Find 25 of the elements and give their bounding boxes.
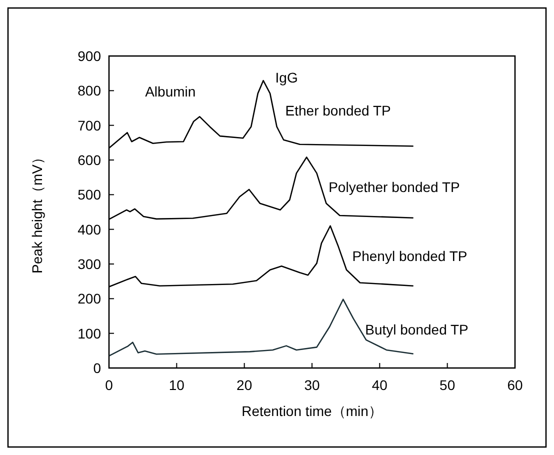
x-tick-label: 30	[304, 377, 320, 393]
series-label: Polyether bonded TP	[328, 179, 460, 196]
y-tick-label: 800	[78, 82, 102, 99]
x-tick-label: 0	[105, 377, 114, 393]
y-tick-label: 200	[78, 290, 102, 307]
x-tick-label: 10	[168, 377, 185, 393]
y-tick-label: 900	[78, 48, 102, 64]
annotation: Albumin	[145, 84, 196, 100]
series-label: Phenyl bonded TP	[352, 248, 468, 264]
x-tick-label: 40	[372, 377, 388, 393]
y-tick-label: 600	[78, 152, 102, 168]
y-tick-label: 500	[78, 186, 102, 203]
y-axis-title: Peak height（mV）	[29, 150, 45, 274]
y-tick-label: 300	[78, 256, 102, 272]
x-tick-label: 50	[440, 377, 456, 393]
y-tick-label: 0	[93, 360, 102, 376]
x-tick-label: 20	[236, 377, 252, 393]
y-tick-label: 700	[78, 117, 102, 134]
y-tick-label: 100	[78, 325, 102, 342]
series-label: Butyl bonded TP	[365, 321, 468, 338]
y-tick-label: 400	[78, 221, 102, 238]
x-tick-label: 60	[507, 377, 523, 393]
annotation: IgG	[275, 70, 298, 86]
x-axis-title: Retention time（min）	[242, 403, 382, 419]
series-label: Ether bonded TP	[285, 102, 391, 119]
